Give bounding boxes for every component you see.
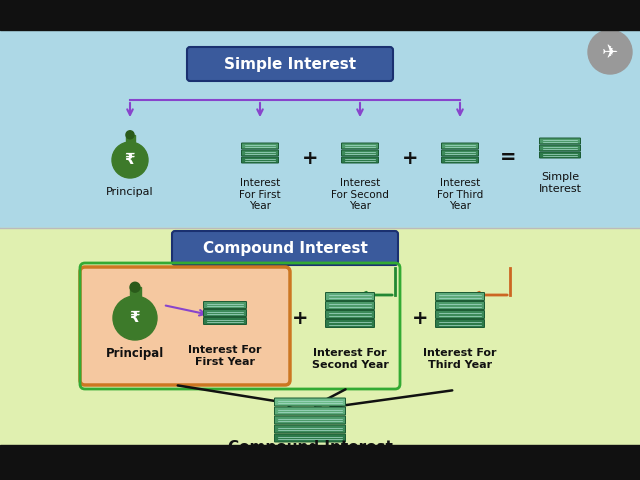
FancyBboxPatch shape xyxy=(435,301,484,310)
Bar xyxy=(129,287,141,296)
Bar xyxy=(0,445,640,480)
FancyBboxPatch shape xyxy=(241,157,278,163)
Text: ₹: ₹ xyxy=(125,153,135,168)
Text: Interest For
Second Year: Interest For Second Year xyxy=(312,348,388,370)
FancyBboxPatch shape xyxy=(204,301,246,309)
FancyBboxPatch shape xyxy=(442,150,479,156)
Text: +: + xyxy=(412,309,428,327)
FancyBboxPatch shape xyxy=(172,231,398,265)
FancyBboxPatch shape xyxy=(326,292,374,300)
Bar xyxy=(0,0,640,30)
FancyBboxPatch shape xyxy=(540,145,580,151)
Text: Interest For
First Year: Interest For First Year xyxy=(188,345,262,367)
Text: ✈: ✈ xyxy=(602,43,618,61)
FancyBboxPatch shape xyxy=(275,425,346,433)
Text: Interest For
Third Year: Interest For Third Year xyxy=(423,348,497,370)
Text: Compound Interest: Compound Interest xyxy=(228,440,392,455)
FancyBboxPatch shape xyxy=(241,150,278,156)
Text: Principal: Principal xyxy=(106,187,154,197)
Circle shape xyxy=(113,296,157,340)
Text: +: + xyxy=(292,309,308,327)
FancyBboxPatch shape xyxy=(435,292,484,300)
Circle shape xyxy=(112,142,148,178)
Circle shape xyxy=(130,282,140,292)
FancyBboxPatch shape xyxy=(442,157,479,163)
Text: Interest
For First
Year: Interest For First Year xyxy=(239,178,281,211)
Text: Principal: Principal xyxy=(106,347,164,360)
FancyBboxPatch shape xyxy=(342,157,378,163)
FancyBboxPatch shape xyxy=(326,301,374,310)
FancyBboxPatch shape xyxy=(540,138,580,144)
Circle shape xyxy=(588,30,632,74)
Text: Interest
For Second
Year: Interest For Second Year xyxy=(331,178,389,211)
Text: +: + xyxy=(301,148,318,168)
Text: Compound Interest: Compound Interest xyxy=(203,240,367,255)
FancyBboxPatch shape xyxy=(241,143,278,149)
FancyBboxPatch shape xyxy=(204,317,246,324)
FancyBboxPatch shape xyxy=(204,310,246,316)
FancyBboxPatch shape xyxy=(187,47,393,81)
FancyBboxPatch shape xyxy=(275,398,346,406)
Text: Interest
For Third
Year: Interest For Third Year xyxy=(437,178,483,211)
FancyBboxPatch shape xyxy=(275,416,346,424)
Text: +: + xyxy=(402,148,419,168)
Bar xyxy=(0,228,640,445)
FancyBboxPatch shape xyxy=(540,152,580,158)
Bar xyxy=(125,135,134,142)
Text: Simple Interest: Simple Interest xyxy=(224,57,356,72)
Text: Simple
Interest: Simple Interest xyxy=(538,172,582,193)
FancyBboxPatch shape xyxy=(275,407,346,415)
FancyBboxPatch shape xyxy=(326,320,374,327)
Bar xyxy=(0,30,640,228)
Circle shape xyxy=(126,131,134,139)
FancyBboxPatch shape xyxy=(80,267,290,385)
FancyBboxPatch shape xyxy=(442,143,479,149)
Text: =: = xyxy=(500,148,516,168)
FancyBboxPatch shape xyxy=(342,150,378,156)
FancyBboxPatch shape xyxy=(342,143,378,149)
FancyBboxPatch shape xyxy=(275,434,346,442)
FancyBboxPatch shape xyxy=(326,311,374,319)
Text: ₹: ₹ xyxy=(130,311,140,325)
FancyBboxPatch shape xyxy=(435,320,484,327)
FancyBboxPatch shape xyxy=(435,311,484,319)
